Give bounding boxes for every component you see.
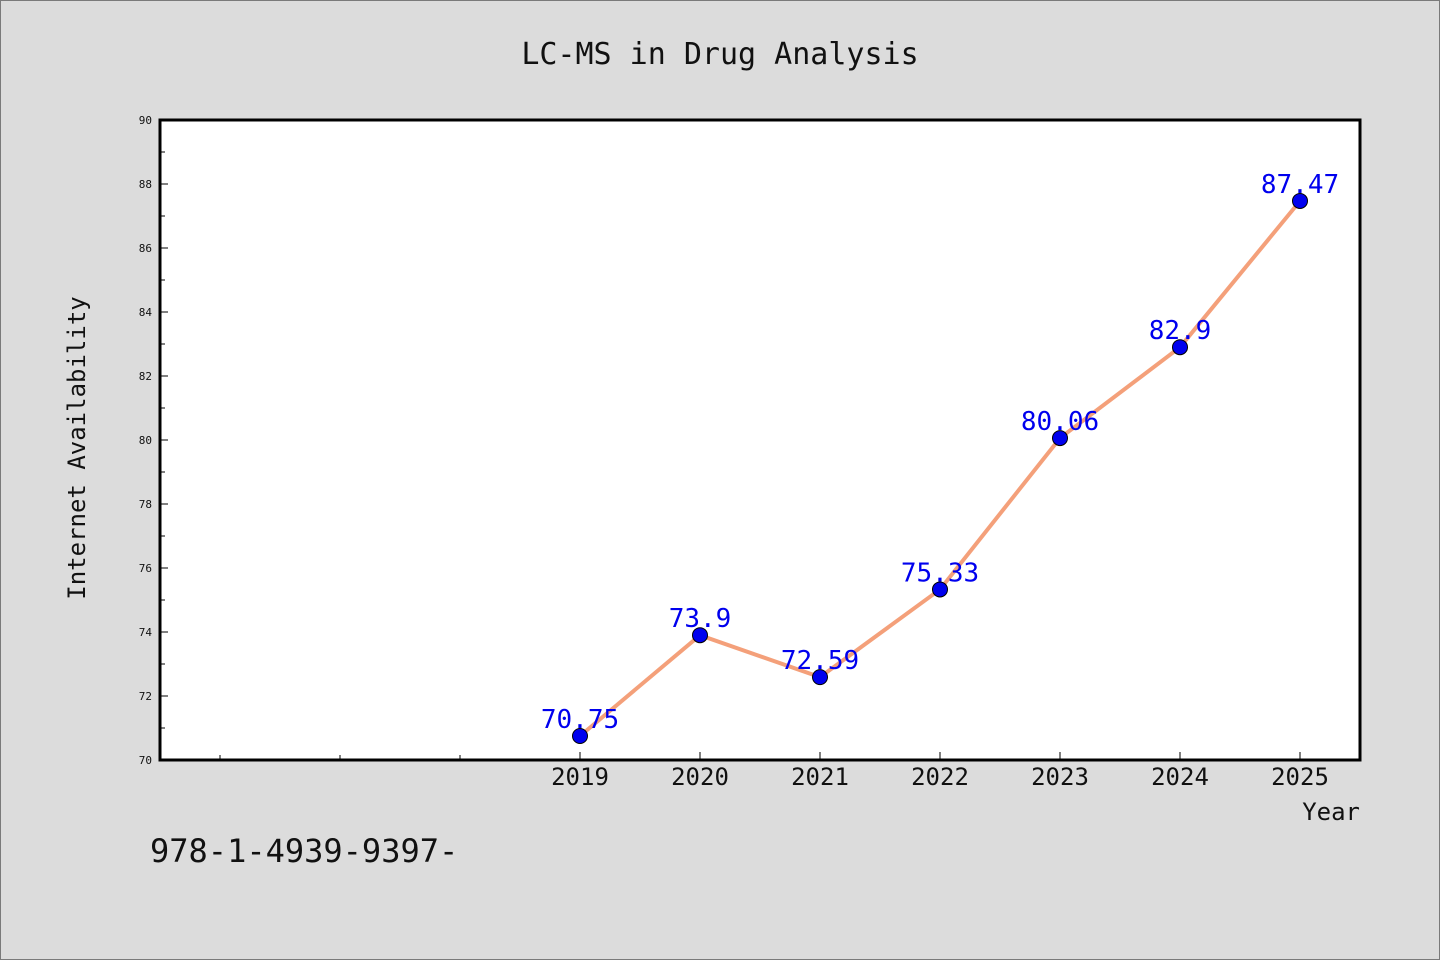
data-label: 72.59 bbox=[781, 646, 859, 676]
y-tick-label: 90 bbox=[139, 114, 152, 127]
data-point bbox=[1292, 192, 1308, 209]
y-tick-label: 88 bbox=[139, 178, 152, 191]
x-tick-label: 2024 bbox=[1151, 763, 1209, 791]
x-axis: 2019 2020 2021 2022 2023 2024 2025 bbox=[219, 752, 1329, 791]
data-label: 80.06 bbox=[1021, 407, 1099, 437]
y-tick-label: 70 bbox=[139, 754, 152, 767]
data-point bbox=[1172, 339, 1188, 356]
y-tick-label: 80 bbox=[139, 434, 152, 447]
series-layer: 70.75 73.9 72.59 75.33 80.06 82.9 87.47 bbox=[541, 170, 1339, 744]
data-point bbox=[812, 669, 828, 686]
data-point bbox=[1052, 430, 1068, 447]
data-label: 82.9 bbox=[1149, 316, 1212, 346]
data-label: 73.9 bbox=[669, 604, 732, 634]
x-tick-label: 2023 bbox=[1031, 763, 1089, 791]
data-label: 70.75 bbox=[541, 705, 619, 735]
x-tick-label: 2019 bbox=[551, 763, 609, 791]
y-tick-label: 74 bbox=[139, 626, 153, 639]
y-tick-label: 72 bbox=[139, 690, 152, 703]
y-tick-label: 82 bbox=[139, 370, 152, 383]
chart-title: LC-MS in Drug Analysis bbox=[521, 37, 918, 72]
data-point bbox=[572, 728, 588, 744]
y-tick-label: 78 bbox=[139, 498, 152, 511]
data-point bbox=[932, 581, 948, 598]
y-axis: 70 72 74 76 78 80 82 84 86 88 90 bbox=[139, 114, 168, 767]
x-tick-label: 2021 bbox=[791, 763, 849, 791]
x-tick-label: 2025 bbox=[1271, 763, 1329, 791]
data-label: 87.47 bbox=[1261, 170, 1339, 200]
y-tick-label: 86 bbox=[139, 242, 152, 255]
y-tick-label: 76 bbox=[139, 562, 152, 575]
plot-area bbox=[158, 118, 1362, 762]
x-tick-label: 2022 bbox=[911, 763, 969, 791]
data-label: 75.33 bbox=[901, 558, 979, 588]
y-tick-label: 84 bbox=[139, 306, 153, 319]
footer-code: 978-1-4939-9397- bbox=[150, 832, 459, 870]
x-axis-label: Year bbox=[1302, 798, 1360, 826]
data-point bbox=[692, 627, 708, 644]
x-tick-label: 2020 bbox=[671, 763, 729, 791]
y-axis-label: Internet Availability bbox=[63, 296, 91, 599]
